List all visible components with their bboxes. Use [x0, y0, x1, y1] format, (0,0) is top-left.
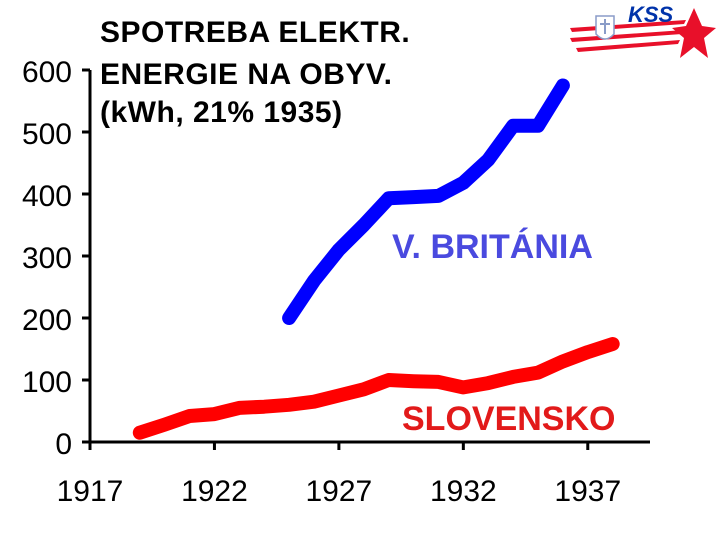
chart-title-line-3: (kWh, 21% 1935) — [100, 96, 343, 129]
x-tick-label: 1932 — [430, 475, 497, 508]
data-point-slovakia — [263, 406, 265, 408]
data-point-slovakia — [164, 424, 166, 426]
data-point-slovakia — [413, 380, 415, 382]
y-tick-label: 600 — [22, 56, 72, 89]
series-label-britain: V. BRITÁNIA — [392, 228, 593, 266]
series-label-slovakia: SLOVENSKO — [402, 400, 616, 438]
data-point-britain — [288, 317, 290, 319]
x-tick-label: 1917 — [57, 475, 124, 508]
y-tick-label: 0 — [55, 428, 72, 461]
data-point-slovakia — [512, 376, 514, 378]
data-point-slovakia — [462, 386, 464, 388]
chart-tick-labels: 0 100 200 300 400 500 600 1917 1922 1927 1932 1937 — [22, 56, 621, 508]
logo-shield-icon — [595, 15, 615, 40]
data-point-britain — [562, 85, 564, 86]
series-line-britain — [282, 78, 570, 325]
data-point-slovakia — [313, 401, 315, 403]
y-tick-label: 300 — [22, 242, 72, 275]
data-point-slovakia — [537, 372, 539, 374]
data-point-britain — [437, 195, 439, 197]
data-point-britain — [413, 196, 415, 198]
data-point-slovakia — [562, 360, 564, 362]
x-tick-label: 1922 — [181, 475, 248, 508]
data-point-slovakia — [388, 379, 390, 381]
chart-series — [132, 78, 620, 440]
chart-title-line-2: ENERGIE NA OBYV. — [100, 58, 393, 91]
y-tick-label: 400 — [22, 180, 72, 213]
data-point-slovakia — [189, 415, 191, 417]
y-tick-label: 100 — [22, 366, 72, 399]
data-point-slovakia — [139, 432, 141, 434]
data-point-slovakia — [288, 404, 290, 406]
x-tick-label: 1927 — [306, 475, 373, 508]
data-point-britain — [462, 182, 464, 184]
chart-axes — [82, 68, 650, 450]
data-point-slovakia — [363, 388, 365, 390]
y-tick-label: 200 — [22, 304, 72, 337]
data-point-britain — [487, 159, 489, 161]
logo-text: KSS — [628, 2, 674, 27]
data-point-britain — [363, 224, 365, 226]
y-tick-label: 500 — [22, 118, 72, 151]
data-point-britain — [313, 280, 315, 282]
data-point-slovakia — [437, 381, 439, 383]
data-point-slovakia — [213, 413, 215, 415]
data-point-slovakia — [238, 407, 240, 409]
data-point-slovakia — [587, 351, 589, 353]
data-point-slovakia — [612, 343, 614, 345]
kss-logo: KSS — [570, 2, 716, 58]
data-point-britain — [338, 249, 340, 251]
data-point-slovakia — [487, 382, 489, 384]
x-tick-label: 1937 — [554, 475, 621, 508]
data-point-britain — [537, 125, 539, 127]
data-point-slovakia — [338, 395, 340, 396]
logo-star-icon — [672, 8, 716, 58]
series-line-slovakia — [132, 337, 620, 440]
data-point-britain — [512, 125, 514, 127]
data-point-britain — [388, 197, 390, 199]
chart-title-line-1: SPOTREBA ELEKTR. — [100, 16, 411, 49]
